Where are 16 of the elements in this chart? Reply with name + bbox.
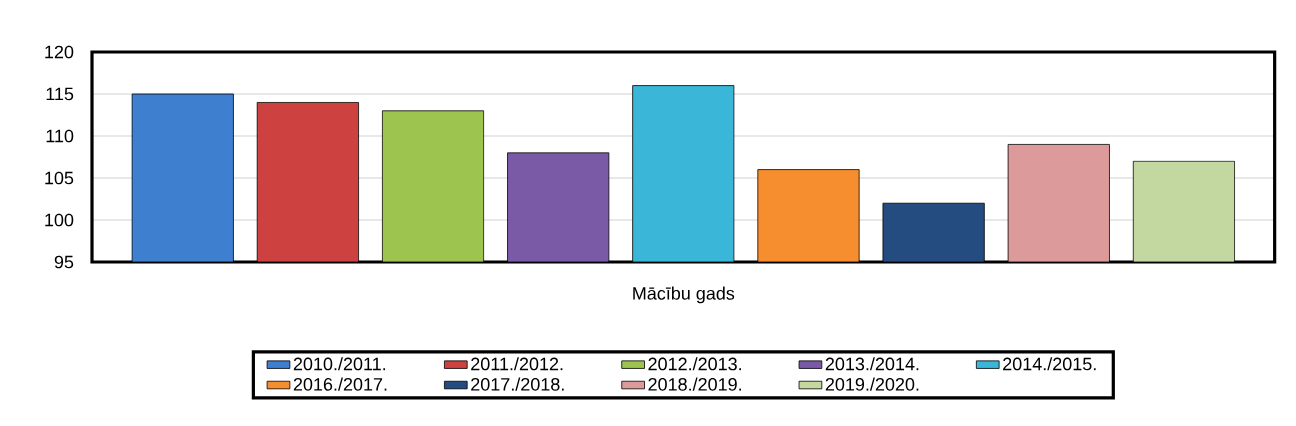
y-tick-label: 95	[54, 255, 74, 269]
legend-label: 2014./2015.	[1003, 357, 1096, 371]
legend-label: 2016./2017.	[293, 377, 387, 391]
y-tick-label: 115	[46, 87, 74, 101]
legend-label: 2011./2012.	[471, 357, 563, 371]
legend-label: 2013./2014.	[825, 357, 919, 371]
y-tick-label: 120	[45, 45, 74, 59]
legend-label: 2012./2013.	[648, 357, 742, 371]
y-tick-label: 110	[46, 129, 74, 143]
y-tick-label: 100	[45, 213, 74, 227]
legend-label: 2019./2020.	[825, 377, 919, 391]
y-tick-label: 105	[45, 171, 74, 185]
x-axis-title: Mācību gads	[633, 286, 735, 304]
legend-label: 2018./2019.	[648, 377, 742, 391]
legend-label: 2010./2011.	[293, 357, 386, 371]
legend-label: 2017./2018.	[471, 377, 564, 391]
